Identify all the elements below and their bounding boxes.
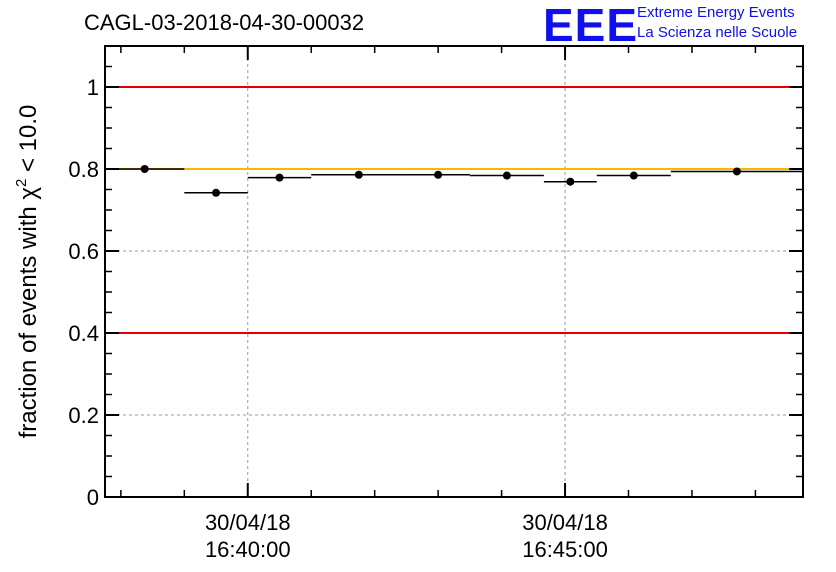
data-point-marker xyxy=(502,171,511,180)
data-point-marker xyxy=(212,188,221,197)
x-tick-label-time: 16:40:00 xyxy=(205,537,291,562)
x-tick-label-time: 16:45:00 xyxy=(522,537,608,562)
data-point-marker xyxy=(434,170,443,179)
y-axis-label-power: 2 xyxy=(13,179,30,187)
y-tick-label: 0.4 xyxy=(68,321,99,346)
data-point-marker xyxy=(275,173,284,182)
y-tick-label: 1 xyxy=(87,75,99,100)
data-point-marker xyxy=(629,171,638,180)
data-points xyxy=(105,165,803,197)
eee-logo-line2: La Scienza nelle Scuole xyxy=(637,24,798,41)
y-axis-label-suffix: < 10.0 xyxy=(15,105,42,179)
reference-lines xyxy=(105,86,803,334)
y-axis-label: fraction of events with χ2 < 10.0 xyxy=(13,105,42,439)
plot-frame xyxy=(104,45,804,498)
y-tick-label: 0.2 xyxy=(68,403,99,428)
y-tick-label: 0.8 xyxy=(68,157,99,182)
axis-labels: 00.20.40.60.8130/04/1816:40:0030/04/1816… xyxy=(68,75,607,562)
chart-title: CAGL-03-2018-04-30-00032 xyxy=(84,10,365,35)
eee-logo-line1: Extreme Energy Events xyxy=(637,4,795,21)
y-axis-label-prefix: fraction of events with xyxy=(15,200,42,439)
axis-ticks xyxy=(105,46,803,498)
x-tick-label-date: 30/04/18 xyxy=(522,510,608,535)
data-point-marker xyxy=(354,170,363,179)
data-point-marker xyxy=(732,167,741,176)
y-axis-label-symbol: χ xyxy=(15,187,42,200)
y-tick-label: 0 xyxy=(87,485,99,510)
x-tick-label-date: 30/04/18 xyxy=(205,510,291,535)
data-point-marker xyxy=(566,177,575,186)
eee-logo-letters: EEE xyxy=(543,0,639,51)
y-tick-label: 0.6 xyxy=(68,239,99,264)
grid xyxy=(105,46,803,497)
data-point-marker xyxy=(140,165,149,173)
